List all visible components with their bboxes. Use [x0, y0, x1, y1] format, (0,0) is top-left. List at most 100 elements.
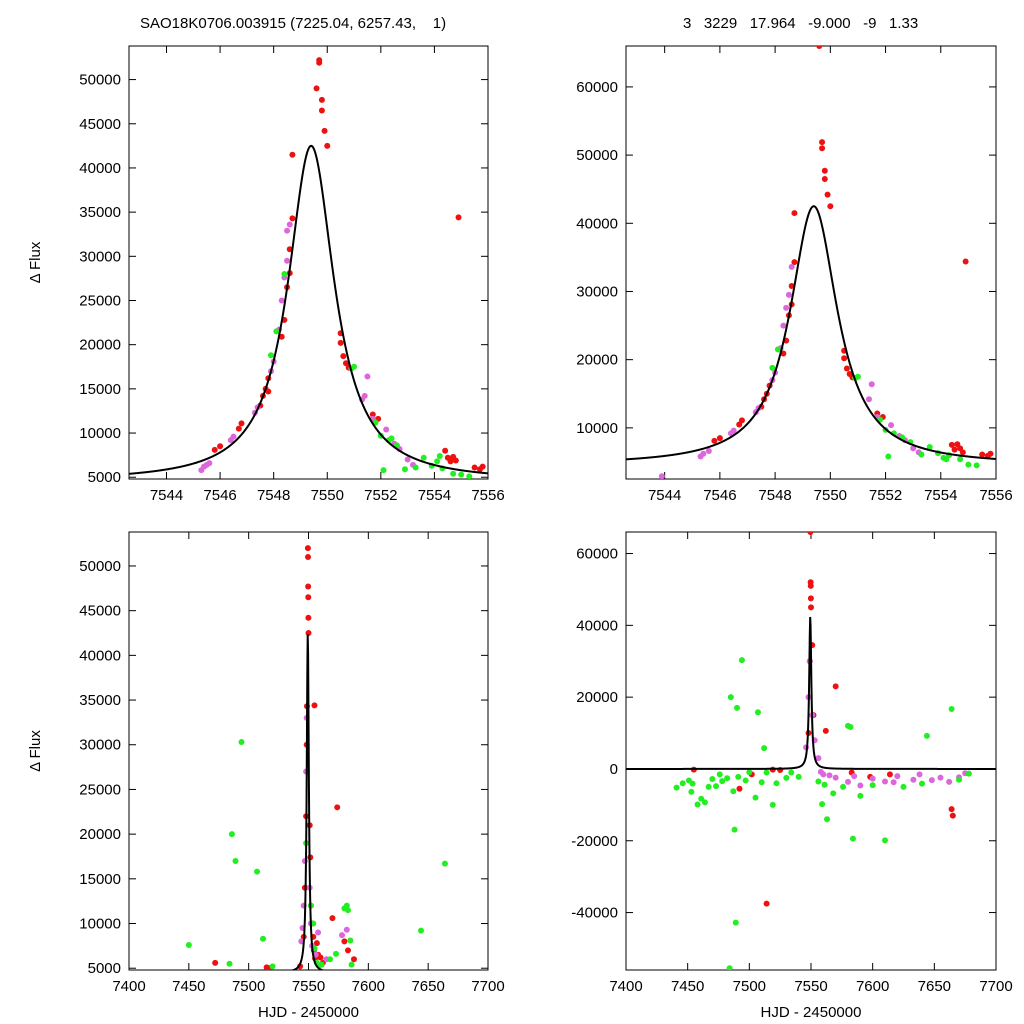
data-point-red: [711, 437, 718, 444]
data-point-red: [341, 938, 348, 945]
y-tick-label: 45000: [79, 116, 121, 133]
data-point-red: [951, 446, 958, 453]
data-point-green: [436, 453, 443, 460]
data-point-red: [816, 46, 823, 49]
data-point-violet: [868, 381, 875, 388]
x-tick-label: 7554: [924, 487, 957, 504]
data-point-green: [769, 801, 776, 808]
data-point-red: [959, 449, 966, 456]
data-point-green: [923, 732, 930, 739]
y-tick-label: 10000: [79, 425, 121, 442]
x-axis-label: HJD - 2450000: [761, 1004, 862, 1021]
y-tick-label: 40000: [79, 160, 121, 177]
data-point-green: [351, 363, 358, 370]
data-point-red: [321, 127, 328, 134]
data-point-violet: [910, 776, 917, 783]
data-point-green: [705, 783, 712, 790]
data-point-violet: [278, 297, 285, 304]
x-tick-label: 7450: [172, 978, 205, 995]
data-point-red: [278, 333, 285, 340]
data-point-green: [849, 835, 856, 842]
data-point-green: [965, 461, 972, 468]
chart-title-left: SAO18K0706.003915 (7225.04, 6257.43, 1): [140, 15, 447, 32]
data-point-green: [965, 770, 972, 777]
data-point-red: [235, 425, 242, 432]
data-point-violet: [730, 427, 737, 434]
data-point-red: [736, 785, 743, 792]
data-point-green: [773, 780, 780, 787]
data-point-green: [689, 780, 696, 787]
data-point-red: [452, 457, 459, 464]
y-tick-label: 40000: [576, 617, 618, 634]
x-tick-label: 7550: [814, 487, 847, 504]
y-tick-label: 35000: [79, 692, 121, 709]
data-point-green: [688, 788, 695, 795]
data-point-green: [758, 779, 765, 786]
data-layer: [626, 46, 996, 479]
data-point-green: [754, 709, 761, 716]
x-tick-label: 7650: [918, 978, 951, 995]
data-point-green: [730, 788, 737, 795]
data-point-red: [289, 151, 296, 158]
x-tick-label: 7556: [471, 487, 504, 504]
data-point-green: [919, 780, 925, 787]
data-point-green: [260, 935, 267, 942]
x-tick-label: 7546: [703, 487, 736, 504]
y-tick-label: 35000: [79, 204, 121, 221]
data-point-green: [458, 471, 465, 478]
x-tick-label: 7450: [671, 978, 704, 995]
data-point-red: [212, 959, 219, 966]
data-point-red: [807, 595, 814, 602]
y-axis-label: Δ Flux: [27, 241, 44, 283]
data-point-red: [305, 594, 312, 601]
data-point-green: [957, 456, 964, 463]
y-tick-label: 25000: [79, 781, 121, 798]
y-tick-label: 30000: [79, 248, 121, 265]
data-point-green: [830, 790, 837, 797]
data-point-violet: [705, 448, 712, 455]
x-tick-label: 7552: [869, 487, 902, 504]
x-tick-label: 7554: [418, 487, 451, 504]
y-tick-label: 0: [610, 761, 618, 778]
data-layer: [626, 532, 996, 970]
x-tick-label: 7544: [648, 487, 681, 504]
data-point-violet: [230, 433, 237, 440]
data-point-green: [388, 435, 395, 442]
data-point-violet: [383, 426, 390, 433]
data-point-violet: [780, 322, 787, 329]
data-point-violet: [894, 773, 901, 780]
data-point-green: [254, 868, 261, 875]
x-tick-label: 7550: [292, 978, 325, 995]
data-point-green: [900, 783, 907, 790]
data-point-red: [821, 167, 828, 174]
data-point-green: [420, 454, 427, 461]
data-point-green: [347, 937, 354, 944]
x-tick-label: 7500: [733, 978, 766, 995]
data-point-red: [808, 604, 814, 611]
data-point-green: [769, 364, 776, 371]
x-tick-label: 7500: [232, 978, 265, 995]
data-point-green: [269, 963, 276, 970]
x-tick-label: 7400: [609, 978, 642, 995]
panel-top-left: 7544 7546 7548 7550 7552 7554 7556 5000 10000 150…: [27, 45, 505, 504]
data-point-violet: [284, 227, 291, 234]
data-point-violet: [832, 774, 839, 781]
x-tick-label: 7544: [150, 487, 183, 504]
panel-top-right: 7544 7546 7548 7550 7552 7554 7556 10000 20000 30…: [576, 45, 1013, 504]
data-point-green: [761, 745, 768, 752]
data-point-red: [316, 57, 323, 64]
data-point-red: [819, 139, 826, 146]
data-point-green: [735, 773, 742, 780]
data-point-red: [819, 145, 826, 152]
data-point-green: [882, 837, 888, 844]
x-tick-label: 7700: [471, 978, 504, 995]
y-tick-label: 15000: [79, 871, 121, 888]
data-point-red: [337, 339, 344, 346]
data-point-green: [973, 462, 980, 469]
data-point-red: [304, 545, 311, 552]
data-point-violet: [339, 932, 346, 939]
data-point-green: [434, 458, 441, 465]
x-tick-label: 7550: [794, 978, 827, 995]
data-point-green: [719, 778, 726, 785]
data-point-red: [313, 940, 320, 947]
